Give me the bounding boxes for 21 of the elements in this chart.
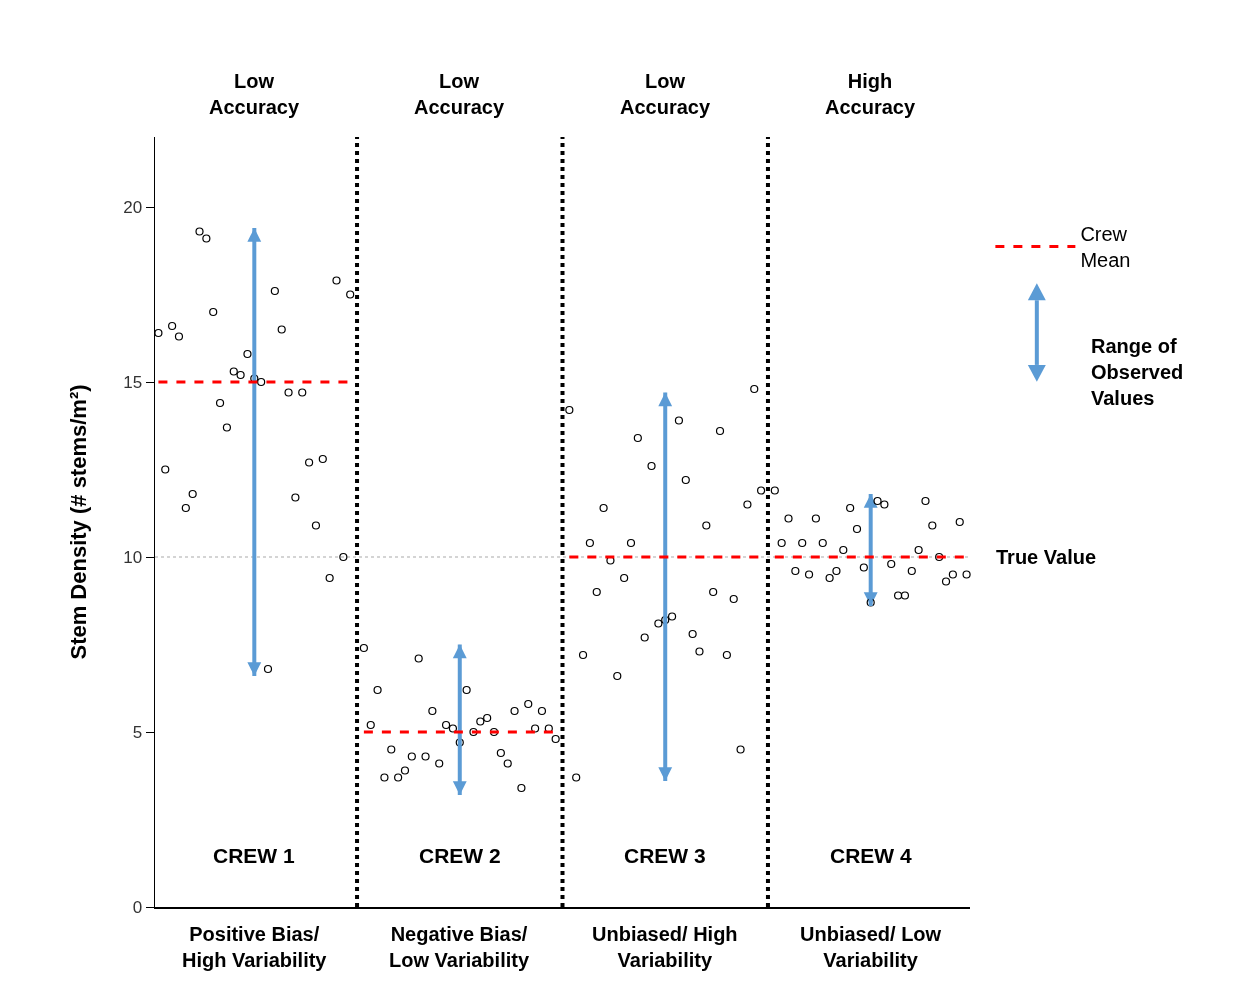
text: Unbiased/ Low Variability	[800, 923, 942, 971]
legend-label: Crew Mean	[1080, 223, 1131, 272]
y-tick-label: 15	[123, 372, 143, 392]
annotation: CREW 2	[419, 844, 501, 867]
annotation: CREW 1	[213, 844, 295, 867]
y-tick-label: 20	[123, 197, 143, 217]
text: Low Accuracy	[620, 70, 711, 118]
annotation: CREW 3	[624, 844, 706, 867]
text: Unbiased/ High Variability	[592, 923, 738, 971]
ref-line-label: True Value	[996, 546, 1097, 568]
text: High Accuracy	[825, 70, 916, 118]
y-tick-label: 5	[132, 722, 143, 742]
text: Negative Bias/ Low Variability	[389, 923, 530, 971]
text: Positive Bias/ High Variability	[182, 923, 328, 971]
text: Low Accuracy	[209, 70, 300, 118]
y-tick-label: 0	[132, 897, 143, 917]
annotation: CREW 4	[830, 844, 912, 867]
text: Low Accuracy	[414, 70, 505, 118]
y-axis-title: Stem Density (# stems/m²)	[66, 384, 92, 660]
y-tick-label: 10	[123, 547, 143, 567]
text: Range of Observed Values	[1091, 335, 1184, 409]
